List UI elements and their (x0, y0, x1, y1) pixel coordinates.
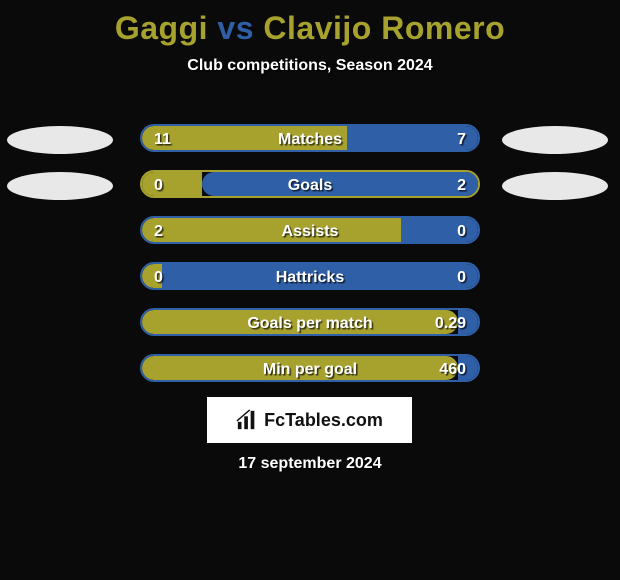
player2-badge (502, 126, 608, 154)
stat-label: Goals (142, 172, 478, 198)
stat-label: Hattricks (142, 264, 478, 290)
stat-value-right: 7 (457, 126, 466, 152)
title-player1: Gaggi (115, 10, 208, 46)
stat-value-left: 2 (154, 218, 163, 244)
stat-label: Min per goal (142, 356, 478, 382)
stat-bar: Goals0 2 (140, 170, 480, 198)
barchart-icon (236, 409, 258, 431)
comparison-infographic: Gaggi vs Clavijo Romero Club competition… (0, 0, 620, 580)
stat-bar: Goals per match0.29 (140, 308, 480, 336)
player1-badge (7, 126, 113, 154)
title-vs: vs (217, 10, 254, 46)
logo-box: FcTables.com (207, 397, 412, 443)
stat-label: Matches (142, 126, 478, 152)
stat-bar: Matches11 7 (140, 124, 480, 152)
stat-value-right: 0.29 (435, 310, 466, 336)
logo-text: FcTables.com (264, 410, 383, 431)
subtitle: Club competitions, Season 2024 (0, 57, 620, 75)
stat-row: Hattricks0 0 (0, 256, 620, 302)
stat-row: Assists2 0 (0, 210, 620, 256)
stat-bar: Assists2 0 (140, 216, 480, 244)
stat-value-right: 2 (457, 172, 466, 198)
player2-badge (502, 172, 608, 200)
stat-bar: Min per goal460 (140, 354, 480, 382)
stat-value-right: 0 (457, 264, 466, 290)
stat-value-left: 11 (154, 126, 171, 152)
footer-date: 17 september 2024 (0, 455, 620, 473)
stat-row: Matches11 7 (0, 118, 620, 164)
stat-value-right: 0 (457, 218, 466, 244)
stat-value-right: 460 (439, 356, 466, 382)
stat-bar: Hattricks0 0 (140, 262, 480, 290)
stat-value-left: 0 (154, 264, 163, 290)
player1-badge (7, 172, 113, 200)
stat-row: Min per goal460 (0, 348, 620, 394)
title-player2: Clavijo Romero (263, 10, 505, 46)
page-title: Gaggi vs Clavijo Romero (0, 0, 620, 47)
stat-label: Assists (142, 218, 478, 244)
stat-label: Goals per match (142, 310, 478, 336)
stat-row: Goals0 2 (0, 164, 620, 210)
stat-value-left: 0 (154, 172, 163, 198)
stat-row: Goals per match0.29 (0, 302, 620, 348)
